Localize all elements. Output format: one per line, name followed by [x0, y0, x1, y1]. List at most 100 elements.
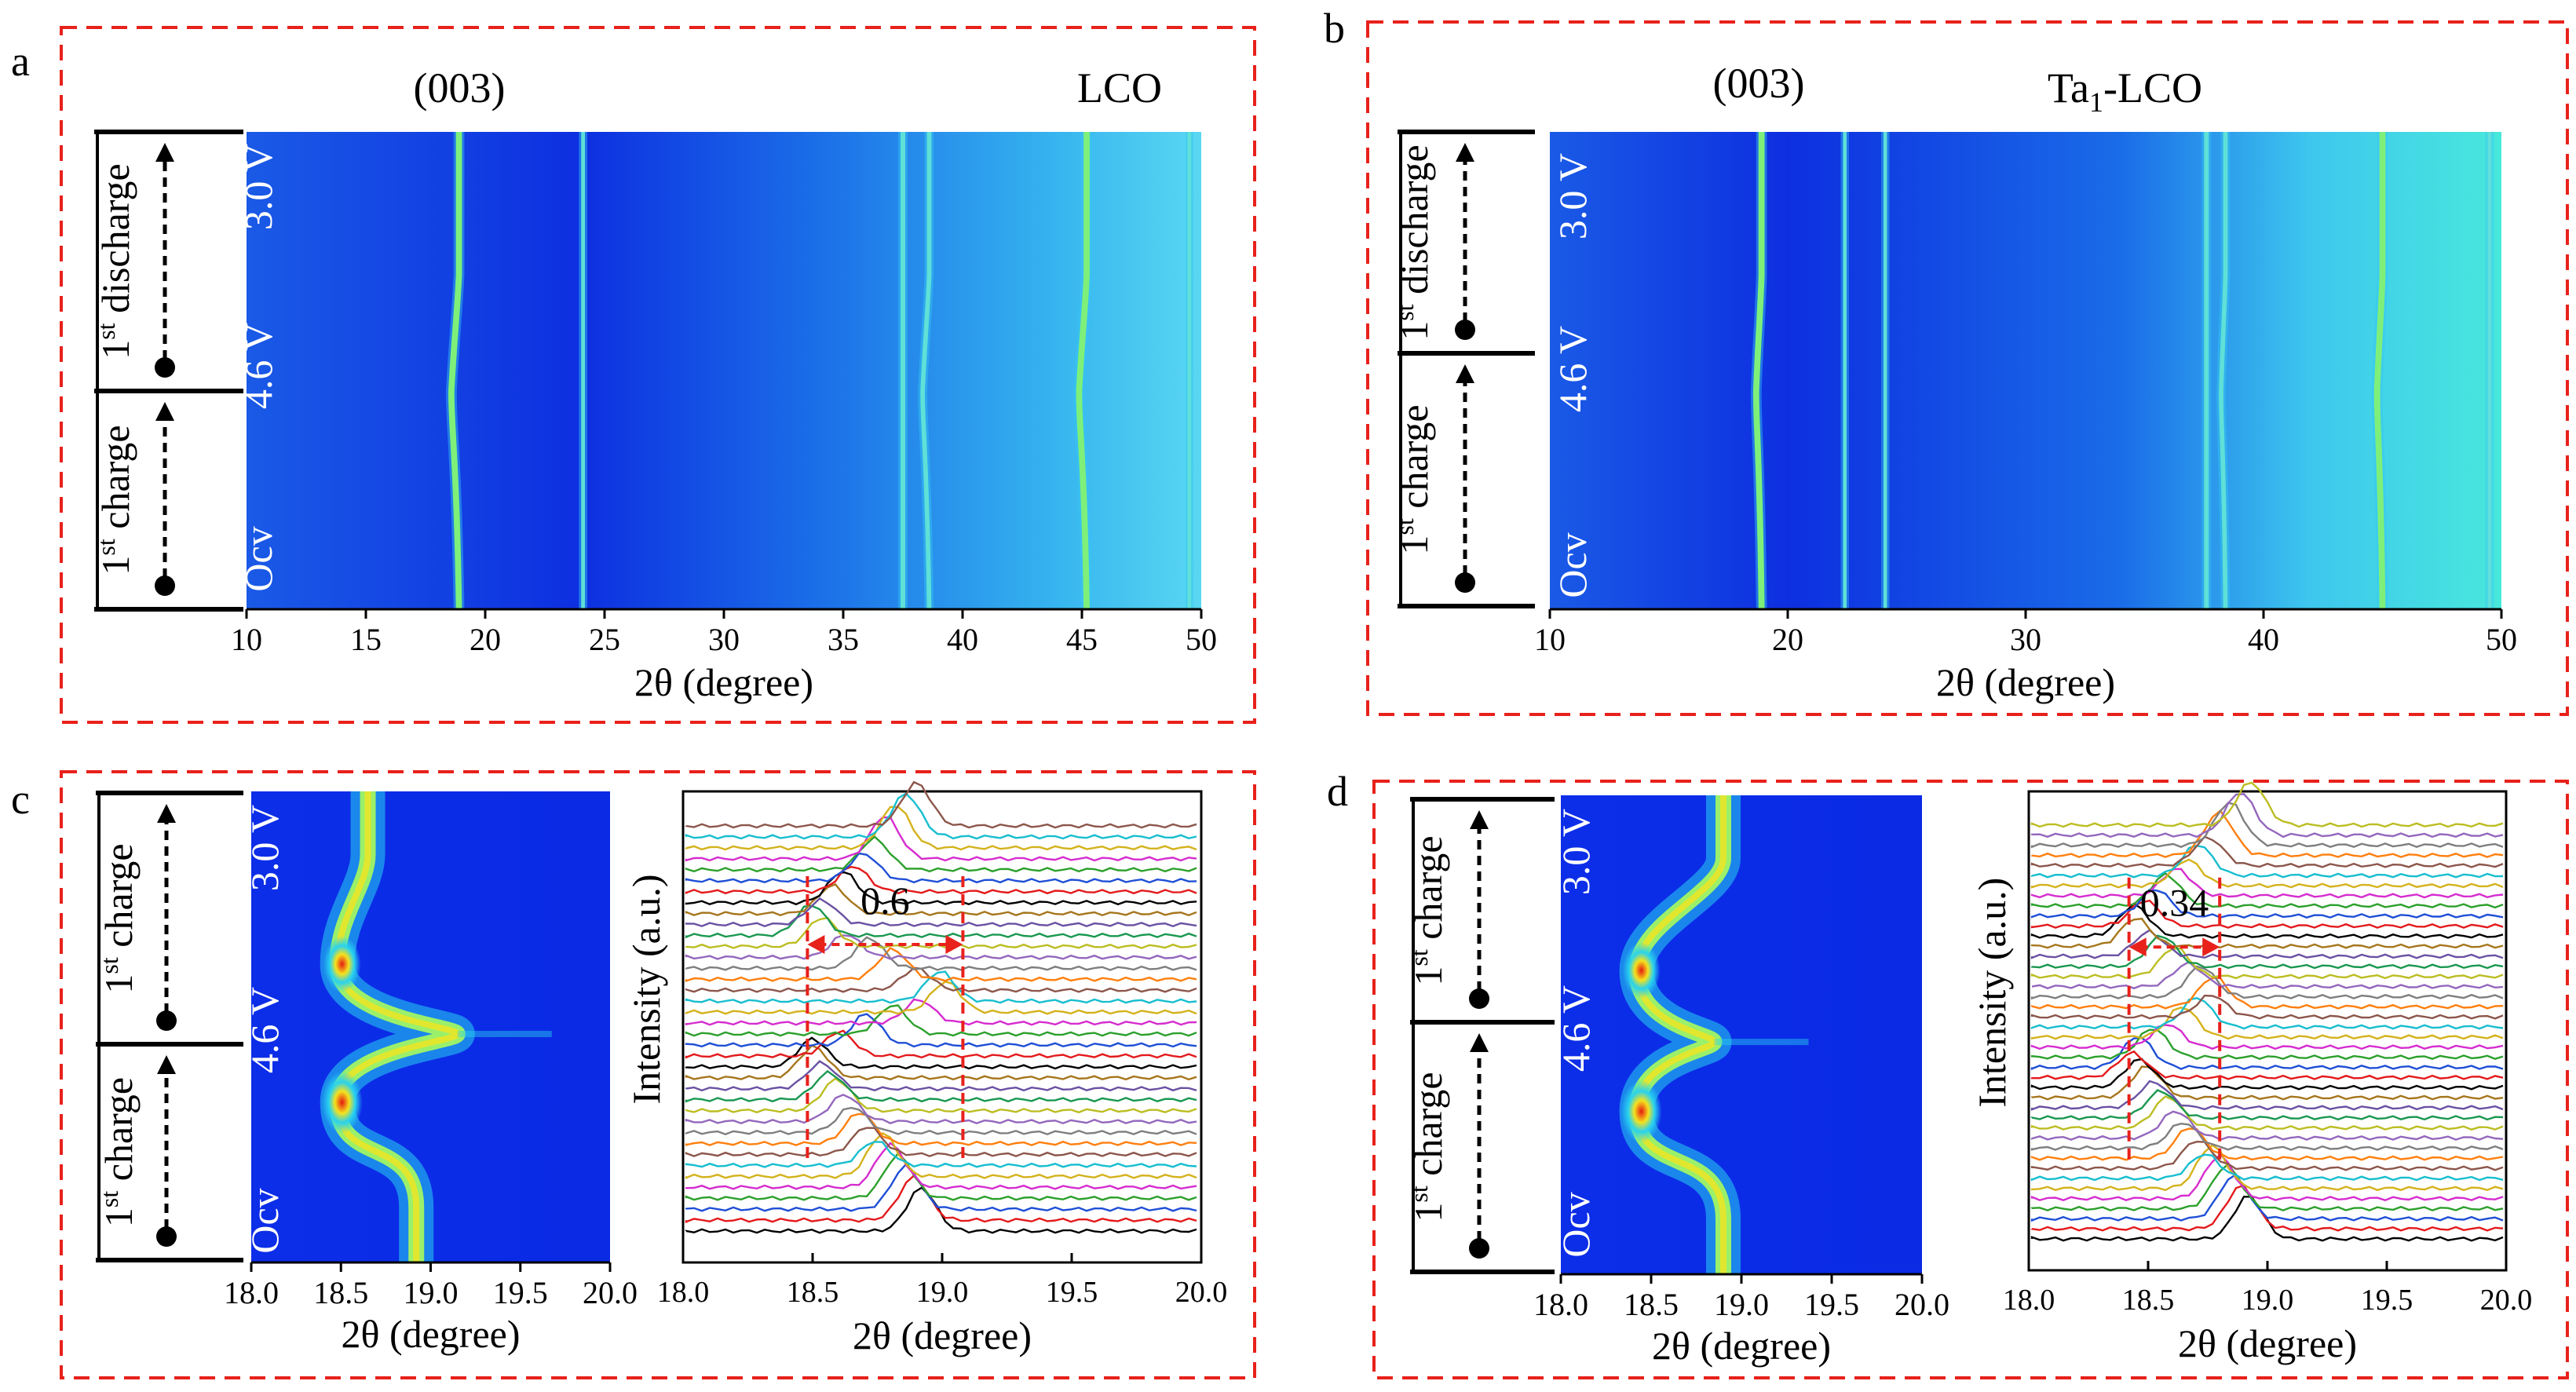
- intensity-trace: [2030, 1036, 2504, 1071]
- intensity-trace: [2030, 844, 2504, 879]
- intensity-trace: [685, 946, 1197, 983]
- panel-letter-c: c: [11, 776, 30, 823]
- step-label: 1st charge: [95, 843, 141, 993]
- intensity-trace: [685, 916, 1197, 949]
- x-tick-label: 19.0: [404, 1275, 459, 1310]
- panel-d: 18.0 18.5 19.0 19.5 20.02θ (degree) 1st char…: [1405, 781, 2532, 1368]
- voltage-label: 3.0 V: [1554, 809, 1598, 895]
- intensity-hotspot: [323, 936, 361, 992]
- intensity-trace: [2030, 858, 2504, 889]
- intensity-trace: [685, 1077, 1197, 1114]
- x-tick-label: 25: [589, 622, 620, 657]
- x-tick-label: 18.0: [657, 1276, 710, 1309]
- intensity-trace: [2030, 1007, 2504, 1040]
- heatmap-background: [247, 132, 1201, 609]
- step-label-number: 1: [1392, 321, 1436, 341]
- intensity-trace: [2030, 899, 2504, 929]
- panel-c-frame: [60, 770, 1256, 1379]
- panel-c-voltage-labels: 3.0 V 4.6 V Ocv: [243, 805, 287, 1254]
- intensity-hotspot: [321, 1071, 363, 1134]
- step-label-text: charge: [97, 1077, 141, 1191]
- intensity-trace: [2030, 1080, 2504, 1111]
- x-tick-label: 10: [231, 622, 262, 657]
- intensity-hotspot: [1621, 1080, 1662, 1143]
- step-label-text: charge: [93, 425, 137, 539]
- intensity-hotspot: [1622, 942, 1661, 999]
- intensity-trace: [685, 1141, 1197, 1168]
- x-tick-label: 19.5: [493, 1275, 548, 1310]
- intensity-trace: [2030, 1140, 2504, 1171]
- intensity-trace: [2030, 868, 2504, 899]
- step-start-dot: [155, 575, 175, 596]
- step-label-superscript: st: [1405, 949, 1433, 966]
- intensity-trace: [2030, 1058, 2504, 1091]
- step-label: 1st charge: [95, 1077, 141, 1227]
- x-tick-label: 15: [350, 622, 382, 657]
- panel-c-line-plot: 0.6 18.0 18.5 19.0 19.5 20.0 2θ (degree) Intens…: [624, 780, 1228, 1357]
- voltage-label: 3.0 V: [236, 144, 280, 230]
- voltage-label: 3.0 V: [243, 805, 287, 891]
- intensity-trace: [685, 970, 1197, 1004]
- x-tick-label: 18.5: [787, 1276, 839, 1309]
- intensity-trace: [685, 1013, 1197, 1048]
- step-label: 1st discharge: [1390, 144, 1436, 341]
- shift-arrow-head-left: [2128, 937, 2147, 957]
- y-axis-title: Intensity (a.u.): [624, 875, 668, 1105]
- intensity-trace: [2030, 1028, 2504, 1061]
- step-label-text: charge: [1406, 835, 1450, 949]
- intensity-trace: [685, 835, 1197, 873]
- step-arrow-head: [1456, 143, 1474, 162]
- intensity-trace: [2030, 1050, 2504, 1080]
- intensity-trace: [685, 1036, 1197, 1070]
- intensity-trace: [2030, 888, 2504, 919]
- panel-a-axis: 10 15 20 25 30 35 40 45 50 2θ (degree): [231, 608, 1217, 704]
- intensity-trace: [2030, 1127, 2504, 1161]
- intensity-trace: [2030, 1122, 2504, 1151]
- intensity-trace: [2030, 871, 2504, 909]
- intensity-trace: [685, 904, 1197, 939]
- intensity-trace: [685, 1094, 1197, 1124]
- panel-letter-b: b: [1324, 5, 1345, 52]
- x-tick-label: 40: [947, 622, 978, 657]
- intensity-trace: [2030, 802, 2504, 849]
- shift-value-label: 0.6: [860, 879, 910, 923]
- intensity-trace: [2030, 781, 2504, 828]
- step-start-dot: [1469, 988, 1489, 1009]
- peak-band-core: [1633, 795, 1726, 1274]
- x-axis-title: 2θ (degree): [2178, 1321, 2357, 1365]
- x-tick-label: 35: [828, 622, 859, 657]
- panel-a-peak-label: (003): [414, 64, 506, 111]
- intensity-trace: [685, 1069, 1197, 1103]
- plot-frame: [681, 790, 1203, 1264]
- intensity-trace: [2030, 1095, 2504, 1131]
- step-arrow-head: [1470, 810, 1489, 829]
- step-start-dot: [1455, 320, 1475, 340]
- intensity-trace: [685, 1152, 1197, 1201]
- panel-b-voltage-labels: 3.0 V 4.6 V Ocv: [1551, 153, 1595, 598]
- shift-arrow-head-right: [2202, 937, 2220, 957]
- shift-value-label: 0.34: [2140, 881, 2209, 925]
- step-label: 1st charge: [1405, 835, 1450, 985]
- step-label-text: charge: [97, 843, 141, 957]
- intensity-trace: [685, 1044, 1197, 1081]
- x-tick-label: 18.0: [224, 1275, 279, 1310]
- intensity-trace: [685, 934, 1197, 960]
- x-tick-label: 19.0: [916, 1276, 969, 1309]
- voltage-label: 4.6 V: [1554, 985, 1598, 1072]
- x-tick-label: 30: [2010, 622, 2041, 657]
- x-axis-title: 2θ (degree): [1652, 1324, 1831, 1368]
- shift-arrow-head-left: [807, 935, 825, 954]
- intensity-trace: [685, 1142, 1197, 1190]
- x-tick-label: 20.0: [1175, 1276, 1228, 1309]
- panel-c-heatmap: [251, 791, 610, 1262]
- panel-a-frame: [60, 26, 1256, 724]
- panel-d-map-axis: 18.0 18.5 19.0 19.5 20.0 2θ (degree): [1533, 1273, 1949, 1368]
- x-tick-label: 20: [470, 622, 501, 657]
- voltage-label: Ocv: [236, 526, 280, 591]
- panel-a-title: LCO: [1077, 64, 1162, 111]
- intensity-trace: [2030, 1110, 2504, 1141]
- intensity-trace: [2030, 965, 2504, 1000]
- step-label-number: 1: [97, 1207, 141, 1227]
- x-tick-label: 18.5: [1624, 1287, 1679, 1322]
